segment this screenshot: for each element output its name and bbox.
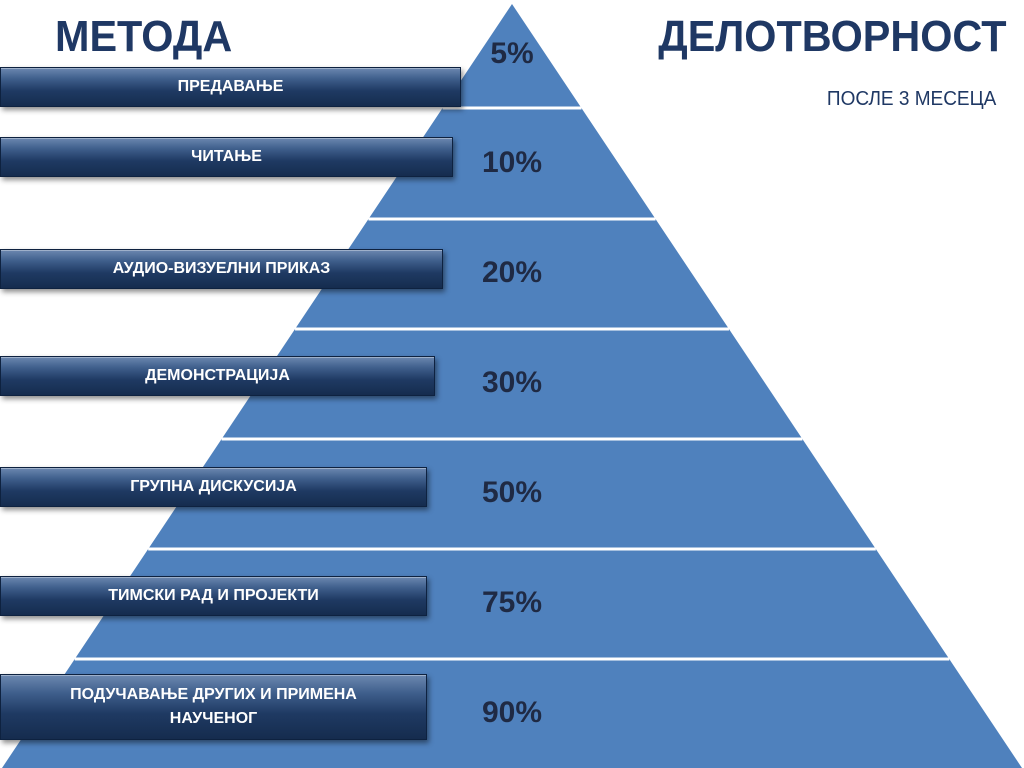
method-bar: ЧИТАЊЕ (0, 137, 453, 177)
method-label: ПОДУЧАВАЊЕ ДРУГИХ И ПРИМЕНА НАУЧЕНОГ (70, 686, 357, 727)
method-bar: ГРУПНА ДИСКУСИЈА (0, 467, 427, 507)
method-bar: АУДИО-ВИЗУЕЛНИ ПРИКАЗ (0, 249, 443, 289)
method-label: ПРЕДАВАЊЕ (177, 78, 284, 95)
method-label: АУДИО-ВИЗУЕЛНИ ПРИКАЗ (112, 260, 331, 277)
effectiveness-column-title: ДЕЛОТВОРНОСТ (657, 12, 1006, 61)
effectiveness-value: 30% (481, 366, 543, 399)
method-bar: ДЕМОНСТРАЦИЈА (0, 356, 435, 396)
effectiveness-value: 50% (481, 476, 543, 509)
method-label: ДЕМОНСТРАЦИЈА (145, 367, 290, 384)
method-label: ГРУПНА ДИСКУСИЈА (130, 478, 297, 495)
method-column-title: МЕТОДА (55, 12, 233, 61)
method-bar: ПРЕДАВАЊЕ (0, 67, 461, 107)
method-label: ТИМСКИ РАД И ПРОЈЕКТИ (108, 587, 319, 604)
effectiveness-value: 10% (481, 146, 543, 179)
effectiveness-value: 20% (481, 256, 543, 289)
method-label: ЧИТАЊЕ (191, 148, 262, 165)
effectiveness-value: 90% (481, 696, 543, 729)
effectiveness-value: 5% (490, 37, 534, 70)
effectiveness-value: 75% (481, 586, 543, 619)
effectiveness-subtitle: ПОСЛЕ 3 МЕСЕЦА (826, 88, 996, 110)
method-bar: ПОДУЧАВАЊЕ ДРУГИХ И ПРИМЕНА НАУЧЕНОГ (0, 674, 427, 740)
method-bar: ТИМСКИ РАД И ПРОЈЕКТИ (0, 576, 427, 616)
